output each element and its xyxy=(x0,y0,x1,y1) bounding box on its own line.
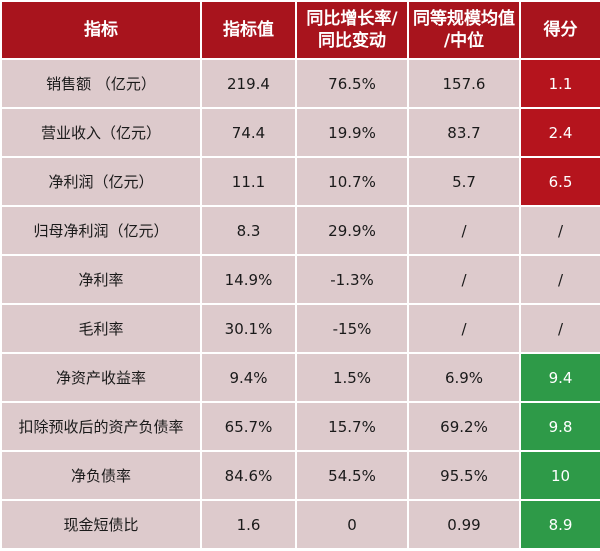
header-cell-peer-median: 同等规模均值/中位 xyxy=(409,2,519,58)
table-row: 净负债率 84.6% 54.5% 95.5% 10 xyxy=(2,452,600,499)
table-body: 销售额 （亿元） 219.4 76.5% 157.6 1.1 营业收入（亿元） 74.4 19… xyxy=(2,60,600,548)
yoy-cell: 54.5% xyxy=(297,452,407,499)
peer-median-cell: 83.7 xyxy=(409,109,519,156)
yoy-cell: -15% xyxy=(297,305,407,352)
score-cell: / xyxy=(521,207,600,254)
table-row: 净利率 14.9% -1.3% / / xyxy=(2,256,600,303)
value-cell: 30.1% xyxy=(202,305,295,352)
score-cell: / xyxy=(521,256,600,303)
peer-median-cell: / xyxy=(409,305,519,352)
yoy-cell: 1.5% xyxy=(297,354,407,401)
score-cell: 9.8 xyxy=(521,403,600,450)
metric-cell: 营业收入（亿元） xyxy=(2,109,200,156)
score-cell: / xyxy=(521,305,600,352)
metric-cell: 归母净利润（亿元） xyxy=(2,207,200,254)
peer-median-cell: 0.99 xyxy=(409,501,519,548)
header-cell-score: 得分 xyxy=(521,2,600,58)
peer-median-cell: 69.2% xyxy=(409,403,519,450)
score-cell: 2.4 xyxy=(521,109,600,156)
value-cell: 14.9% xyxy=(202,256,295,303)
peer-median-cell: 95.5% xyxy=(409,452,519,499)
header-cell-yoy: 同比增长率/同比变动 xyxy=(297,2,407,58)
metric-cell: 毛利率 xyxy=(2,305,200,352)
yoy-cell: 19.9% xyxy=(297,109,407,156)
metric-cell: 净资产收益率 xyxy=(2,354,200,401)
table-row: 营业收入（亿元） 74.4 19.9% 83.7 2.4 xyxy=(2,109,600,156)
score-cell: 10 xyxy=(521,452,600,499)
score-cell: 1.1 xyxy=(521,60,600,107)
metric-cell: 现金短债比 xyxy=(2,501,200,548)
value-cell: 9.4% xyxy=(202,354,295,401)
table-row: 现金短债比 1.6 0 0.99 8.9 xyxy=(2,501,600,548)
peer-median-cell: 157.6 xyxy=(409,60,519,107)
metric-cell: 销售额 （亿元） xyxy=(2,60,200,107)
header-row: 指标 指标值 同比增长率/同比变动 同等规模均值/中位 得分 xyxy=(2,2,600,58)
value-cell: 219.4 xyxy=(202,60,295,107)
value-cell: 1.6 xyxy=(202,501,295,548)
score-cell: 6.5 xyxy=(521,158,600,205)
score-cell: 9.4 xyxy=(521,354,600,401)
header-cell-metric: 指标 xyxy=(2,2,200,58)
value-cell: 11.1 xyxy=(202,158,295,205)
peer-median-cell: 5.7 xyxy=(409,158,519,205)
table-row: 毛利率 30.1% -15% / / xyxy=(2,305,600,352)
metric-cell: 扣除预收后的资产负债率 xyxy=(2,403,200,450)
yoy-cell: 15.7% xyxy=(297,403,407,450)
yoy-cell: -1.3% xyxy=(297,256,407,303)
metric-cell: 净负债率 xyxy=(2,452,200,499)
metric-cell: 净利润（亿元） xyxy=(2,158,200,205)
score-cell: 8.9 xyxy=(521,501,600,548)
yoy-cell: 76.5% xyxy=(297,60,407,107)
header-cell-value: 指标值 xyxy=(202,2,295,58)
yoy-cell: 10.7% xyxy=(297,158,407,205)
table-row: 扣除预收后的资产负债率 65.7% 15.7% 69.2% 9.8 xyxy=(2,403,600,450)
peer-median-cell: / xyxy=(409,256,519,303)
table-row: 销售额 （亿元） 219.4 76.5% 157.6 1.1 xyxy=(2,60,600,107)
value-cell: 8.3 xyxy=(202,207,295,254)
table-row: 净资产收益率 9.4% 1.5% 6.9% 9.4 xyxy=(2,354,600,401)
yoy-cell: 29.9% xyxy=(297,207,407,254)
value-cell: 74.4 xyxy=(202,109,295,156)
table-row: 归母净利润（亿元） 8.3 29.9% / / xyxy=(2,207,600,254)
peer-median-cell: / xyxy=(409,207,519,254)
table-row: 净利润（亿元） 11.1 10.7% 5.7 6.5 xyxy=(2,158,600,205)
yoy-cell: 0 xyxy=(297,501,407,548)
value-cell: 84.6% xyxy=(202,452,295,499)
metric-cell: 净利率 xyxy=(2,256,200,303)
value-cell: 65.7% xyxy=(202,403,295,450)
peer-median-cell: 6.9% xyxy=(409,354,519,401)
